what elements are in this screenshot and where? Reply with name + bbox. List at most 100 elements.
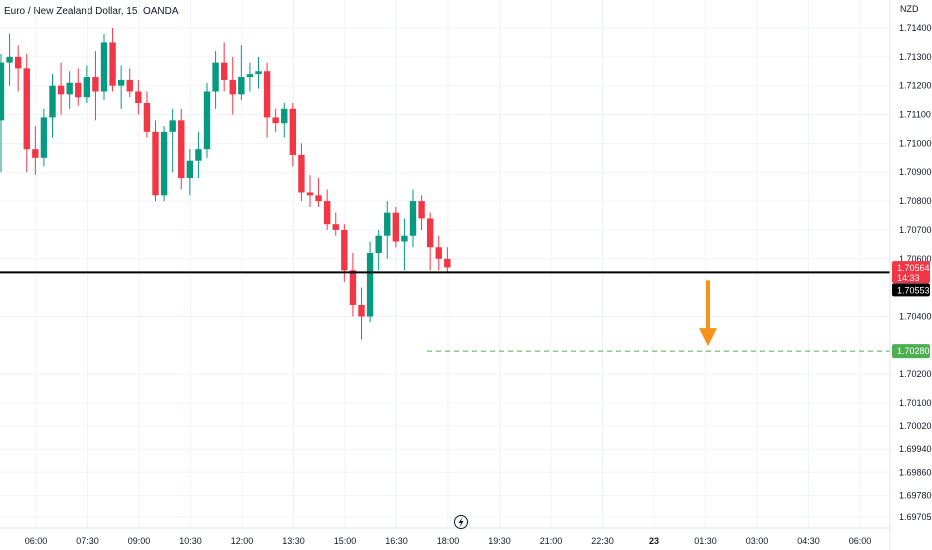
candle-body xyxy=(255,71,262,75)
candle[interactable] xyxy=(0,53,5,173)
candle[interactable] xyxy=(238,45,245,101)
y-tick-label: 1.70400 xyxy=(899,311,932,321)
candle[interactable] xyxy=(143,91,151,138)
candle[interactable] xyxy=(332,212,339,236)
x-tick-label: 06:00 xyxy=(849,536,872,546)
candle[interactable] xyxy=(444,247,451,274)
candle[interactable] xyxy=(169,108,176,173)
down-arrow-icon[interactable] xyxy=(699,280,717,347)
candle-body xyxy=(32,149,39,158)
x-tick-label: 07:30 xyxy=(76,536,99,546)
candle[interactable] xyxy=(40,108,48,167)
lightning-icon[interactable] xyxy=(454,515,468,529)
candle[interactable] xyxy=(349,253,357,317)
last-price-tag xyxy=(892,261,930,284)
candle[interactable] xyxy=(358,287,365,340)
candle-body xyxy=(83,77,91,98)
candle-body xyxy=(143,103,151,132)
candle[interactable] xyxy=(315,178,322,207)
candle[interactable] xyxy=(298,143,305,202)
candle-body xyxy=(426,218,434,248)
candle[interactable] xyxy=(323,189,331,230)
candle[interactable] xyxy=(100,33,108,101)
candle[interactable] xyxy=(126,68,133,98)
candle-body xyxy=(358,304,365,317)
candle[interactable] xyxy=(75,68,82,106)
candle[interactable] xyxy=(195,131,202,179)
candle[interactable] xyxy=(418,195,425,230)
y-tick-label: 1.71400 xyxy=(899,23,932,33)
candle-body xyxy=(332,224,339,230)
candle[interactable] xyxy=(263,62,271,138)
level-price-tag xyxy=(892,283,930,297)
candle[interactable] xyxy=(289,103,297,167)
candles xyxy=(0,28,451,340)
candle[interactable] xyxy=(92,51,99,121)
y-tick-label: 1.70100 xyxy=(899,398,932,408)
candle[interactable] xyxy=(220,42,228,92)
x-tick-label: 03:00 xyxy=(746,536,769,546)
candle-body xyxy=(6,56,13,63)
x-tick-label: 16:30 xyxy=(385,536,408,546)
candle-body xyxy=(135,91,142,104)
candle[interactable] xyxy=(23,53,30,173)
candle[interactable] xyxy=(117,65,125,109)
target-price-tag xyxy=(892,344,930,359)
candle[interactable] xyxy=(375,229,382,271)
y-tick-label: 1.70200 xyxy=(899,369,932,379)
currency-label: NZD xyxy=(900,4,919,14)
candle[interactable] xyxy=(212,51,219,109)
candle[interactable] xyxy=(135,79,142,115)
candle[interactable] xyxy=(426,212,434,271)
y-tick-label: 1.71100 xyxy=(899,110,931,120)
candle[interactable] xyxy=(366,241,374,323)
y-tick-label: 1.70900 xyxy=(899,167,932,177)
countdown-value: 14:33 xyxy=(897,273,920,283)
candle-body xyxy=(14,56,22,69)
candle[interactable] xyxy=(152,120,159,202)
price-axis[interactable]: NZD 1.71400 1.71300 1.71200 1.71100 1.71000 1.… xyxy=(889,0,932,550)
candle-body xyxy=(281,108,288,124)
candle[interactable] xyxy=(14,45,22,92)
candle[interactable] xyxy=(246,62,254,92)
candle[interactable] xyxy=(186,149,194,196)
candle[interactable] xyxy=(409,189,417,248)
candle-body xyxy=(418,201,425,219)
candle[interactable] xyxy=(160,126,168,202)
y-tick-label: 1.70800 xyxy=(899,196,932,206)
candle[interactable] xyxy=(401,218,408,271)
candle-body xyxy=(229,79,236,95)
candle[interactable] xyxy=(392,206,400,248)
candle[interactable] xyxy=(384,201,391,259)
candle-body xyxy=(384,212,391,236)
candle[interactable] xyxy=(6,33,13,86)
candle[interactable] xyxy=(435,235,442,271)
candle[interactable] xyxy=(203,82,211,158)
candle[interactable] xyxy=(255,56,262,89)
candle-body xyxy=(160,131,168,196)
candle[interactable] xyxy=(66,71,73,109)
time-axis[interactable]: 06:00 07:30 09:00 10:30 12:00 13:30 15:00 16:30… xyxy=(0,527,890,546)
candle[interactable] xyxy=(109,28,116,92)
candle[interactable] xyxy=(49,74,56,138)
candle[interactable] xyxy=(57,62,65,115)
candle-body xyxy=(392,212,400,242)
candle[interactable] xyxy=(306,175,314,207)
candle-body xyxy=(444,258,451,268)
candle-body xyxy=(0,62,5,121)
y-tick-label: 1.69860 xyxy=(899,467,932,477)
candle[interactable] xyxy=(272,108,279,132)
candle[interactable] xyxy=(83,65,91,104)
candle-body xyxy=(92,77,99,92)
candle[interactable] xyxy=(281,103,288,138)
candle-body xyxy=(435,247,442,259)
candle-body xyxy=(409,201,417,236)
candle-body xyxy=(298,154,305,193)
level-price-value: 1.70553 xyxy=(897,285,930,295)
candle[interactable] xyxy=(229,56,236,115)
candle[interactable] xyxy=(178,108,185,190)
candle-body xyxy=(178,120,185,179)
candle[interactable] xyxy=(32,126,39,176)
